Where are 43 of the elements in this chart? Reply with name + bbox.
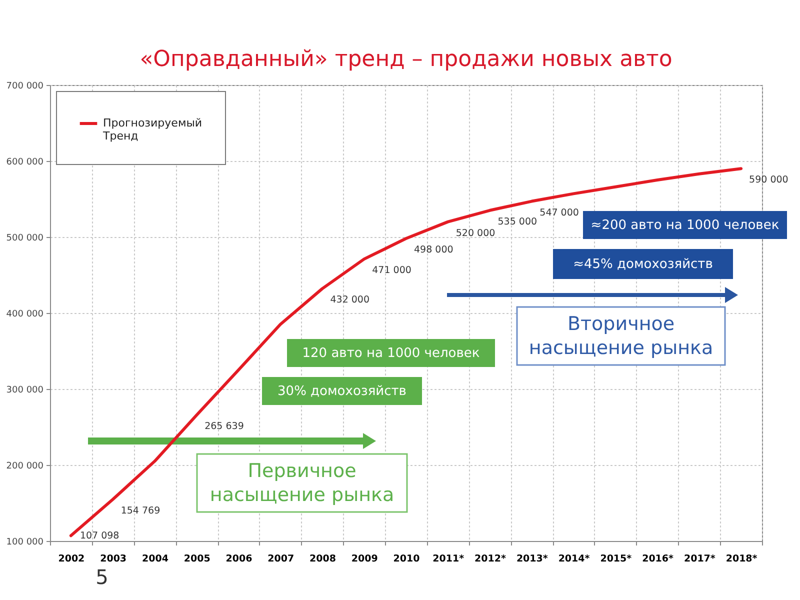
data-label: 520 000 bbox=[456, 228, 496, 239]
y-tick-label: 200 000 bbox=[6, 462, 44, 472]
x-tick-label: 2010 bbox=[393, 554, 420, 564]
x-tick-label: 2018* bbox=[726, 554, 758, 564]
data-label: 498 000 bbox=[414, 244, 454, 256]
x-tick-label: 2009 bbox=[351, 554, 378, 564]
x-tick-label: 2006 bbox=[226, 554, 253, 564]
x-tick-label: 2003 bbox=[100, 554, 127, 564]
annotation: Первичное насыщение рынка bbox=[210, 460, 394, 506]
y-tick-label: 700 000 bbox=[6, 82, 44, 92]
chart-title: «Оправданный» тренд – продажи новых авто bbox=[140, 47, 672, 72]
x-tick-label: 2007 bbox=[268, 554, 294, 564]
x-tick-label: 2014* bbox=[558, 554, 590, 564]
annotation: Вторичное насыщение рынка bbox=[528, 313, 714, 359]
annotation: 30% домохозяйств bbox=[278, 384, 406, 399]
data-label: 107 098 bbox=[80, 530, 120, 542]
x-tick-label: 2008 bbox=[310, 554, 336, 564]
y-tick-label: 300 000 bbox=[6, 386, 44, 396]
x-tick-label: 2015* bbox=[600, 554, 632, 564]
data-label: 547 000 bbox=[540, 207, 579, 218]
x-tick-label: 2004 bbox=[142, 554, 169, 564]
data-label: 590 000 bbox=[749, 174, 788, 186]
x-tick-label: 2016* bbox=[642, 554, 674, 564]
x-tick-label: 2005 bbox=[184, 554, 210, 564]
text: 5 bbox=[96, 565, 108, 589]
y-tick-label: 400 000 bbox=[6, 310, 44, 320]
x-tick-label: 2017* bbox=[684, 554, 716, 564]
x-tick-label: 2013* bbox=[516, 554, 548, 564]
legend-label: Прогнозируемый Тренд bbox=[102, 116, 202, 142]
data-label: 265 639 bbox=[204, 421, 244, 432]
y-tick-label: 100 000 bbox=[6, 538, 44, 548]
data-label: 432 000 bbox=[330, 294, 370, 306]
y-tick-label: 600 000 bbox=[6, 158, 44, 168]
x-tick-label: 2002 bbox=[58, 554, 85, 564]
data-label: 154 769 bbox=[120, 505, 160, 516]
data-label: 471 000 bbox=[372, 265, 412, 276]
annotation: 120 авто на 1000 человек bbox=[302, 346, 480, 361]
data-label: 535 000 bbox=[498, 216, 538, 228]
y-tick-label: 500 000 bbox=[6, 234, 44, 244]
annotation: ≈45% домохозяйств bbox=[573, 257, 713, 272]
annotation: ≈200 авто на 1000 человек bbox=[590, 218, 780, 233]
x-tick-label: 2011* bbox=[432, 554, 464, 564]
x-tick-label: 2012* bbox=[474, 554, 506, 564]
